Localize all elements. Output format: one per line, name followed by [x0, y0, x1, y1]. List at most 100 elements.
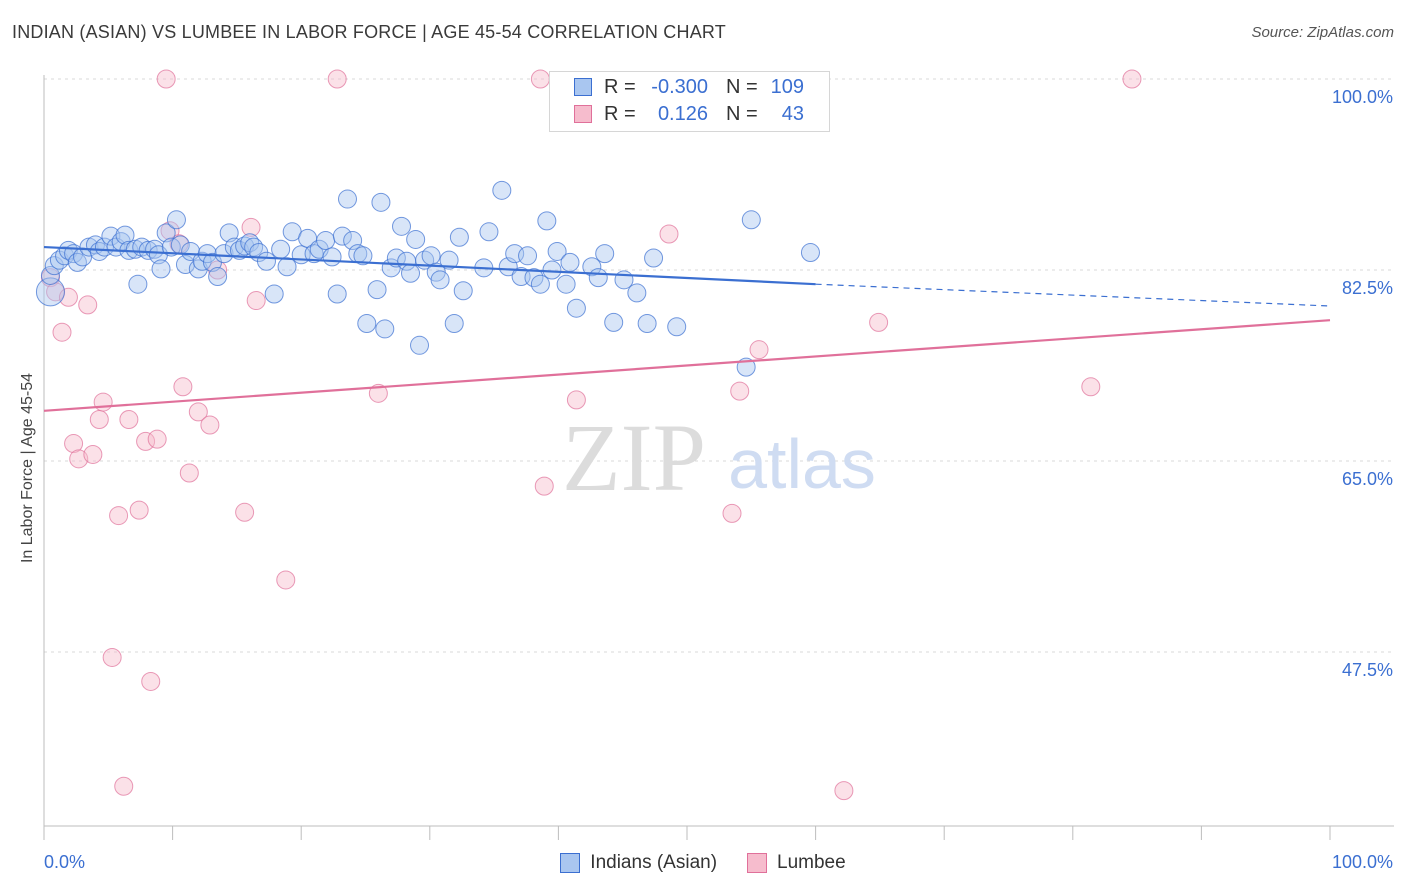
indian-asian-point — [115, 225, 135, 245]
trend-line-indian-asian-projection — [815, 283, 1331, 307]
indian-asian-point — [604, 312, 624, 332]
indian-asian-point — [44, 256, 64, 276]
legend-r-value: 0.126 — [657, 102, 708, 125]
indian-asian-point — [453, 281, 473, 301]
trend-lines — [43, 245, 1331, 412]
indian-asian-point — [588, 268, 608, 288]
legend-swatch-pink — [747, 853, 768, 873]
lumbee-point — [1122, 69, 1142, 89]
indian-asian-point — [219, 223, 239, 243]
indian-asian-point — [530, 274, 550, 294]
lumbee-point — [83, 444, 103, 464]
legend-r-label: R = — [604, 75, 636, 98]
lumbee-point — [730, 381, 750, 401]
legend-n-value: 109 — [770, 75, 804, 98]
indian-asian-point — [277, 257, 297, 277]
lumbee-point — [327, 69, 347, 89]
indian-asian-point — [353, 246, 373, 266]
legend-label-indian-asian: Indians (Asian) — [590, 852, 718, 873]
indian-asian-point — [479, 222, 499, 242]
indian-asian-point — [214, 244, 234, 264]
grid-layer — [44, 78, 1394, 653]
lumbee-point — [368, 383, 388, 403]
lumbee-point — [659, 224, 679, 244]
indian-asian-point — [128, 274, 148, 294]
indian-asian-point — [40, 265, 60, 285]
lumbee-point — [119, 410, 139, 430]
lumbee-point — [89, 410, 109, 430]
indian-asian-point — [537, 211, 557, 231]
indian-asian-point — [327, 284, 347, 304]
indian-asian-point — [145, 239, 165, 259]
lumbee-point — [114, 776, 134, 796]
axes-layer — [43, 75, 1394, 840]
y-tick-label: 65.0% — [1341, 469, 1393, 489]
indian-asian-point — [156, 223, 176, 243]
indian-asian-point — [627, 283, 647, 303]
lumbee-point — [69, 449, 89, 469]
indian-asian-point — [595, 244, 615, 264]
indian-asian-point — [644, 248, 664, 268]
indian-asian-point — [492, 180, 512, 200]
indian-asian-point — [371, 192, 391, 212]
legend-n-label: N = — [726, 102, 758, 125]
indian-asian-point — [741, 210, 761, 230]
lumbee-point — [530, 69, 550, 89]
x-tick-max: 100.0% — [1331, 852, 1393, 872]
lumbee-point — [188, 402, 208, 422]
lumbee-point — [241, 217, 261, 237]
lumbee-point — [52, 322, 72, 342]
legend-item-indian-asian[interactable]: Indians (Asian) — [560, 852, 717, 874]
lumbee-point — [156, 69, 176, 89]
indian-asian-point — [316, 231, 336, 251]
indian-asian-point — [547, 241, 567, 261]
legend-r-value: -0.300 — [651, 75, 708, 98]
indian-asian-point — [582, 257, 602, 277]
series-legend: Indians (Asian) Lumbee — [0, 852, 1406, 874]
indian-asian-point — [667, 317, 687, 337]
lumbee-point — [869, 312, 889, 332]
indian-asian-point — [375, 319, 395, 339]
legend-swatch-blue — [560, 853, 581, 873]
x-tick-min: 0.0% — [44, 852, 86, 872]
indian-asian-point — [271, 239, 291, 259]
lumbee-point — [566, 390, 586, 410]
indian-asian-point — [637, 313, 657, 333]
indian-asian-point — [566, 298, 586, 318]
legend-row-lumbee: R = 0.126 N = 43 — [574, 101, 804, 127]
indian-asian-point — [101, 226, 121, 246]
legend-swatch-pink — [574, 105, 592, 123]
legend-n-value: 43 — [781, 102, 804, 125]
lumbee-point — [93, 392, 113, 412]
indian-asian-point — [151, 259, 171, 279]
legend-r-label: R = — [604, 102, 636, 125]
trend-line-lumbee — [43, 319, 1331, 412]
indian-asian-point — [264, 284, 284, 304]
lumbee-point — [749, 340, 769, 360]
lumbee-point — [129, 500, 149, 520]
indian-asian-point — [542, 260, 562, 280]
indian-asian-point — [560, 252, 580, 272]
indian-asian-point — [386, 248, 406, 268]
lumbee-point — [534, 476, 554, 496]
indian-asian-point — [518, 246, 538, 266]
lumbee-point — [834, 781, 854, 801]
indian-asian-point — [449, 227, 469, 247]
lumbee-point — [246, 291, 266, 311]
indian-asian-point — [35, 277, 65, 307]
lumbee-point — [173, 377, 193, 397]
lumbee-point — [109, 506, 129, 526]
indian-asian-point — [166, 210, 186, 230]
indian-asian-point — [410, 335, 430, 355]
indian-asian-points — [35, 180, 820, 377]
chart-title: INDIAN (ASIAN) VS LUMBEE IN LABOR FORCE … — [12, 22, 726, 42]
legend-item-lumbee[interactable]: Lumbee — [747, 852, 846, 874]
trend-line-indian-asian — [43, 245, 816, 286]
indian-asian-point — [337, 189, 357, 209]
legend-label-lumbee: Lumbee — [777, 852, 846, 873]
indian-asian-point — [67, 252, 87, 272]
indian-asian-point — [444, 313, 464, 333]
indian-asian-point — [208, 267, 228, 287]
lumbee-point — [78, 295, 98, 315]
indian-asian-point — [256, 251, 276, 271]
